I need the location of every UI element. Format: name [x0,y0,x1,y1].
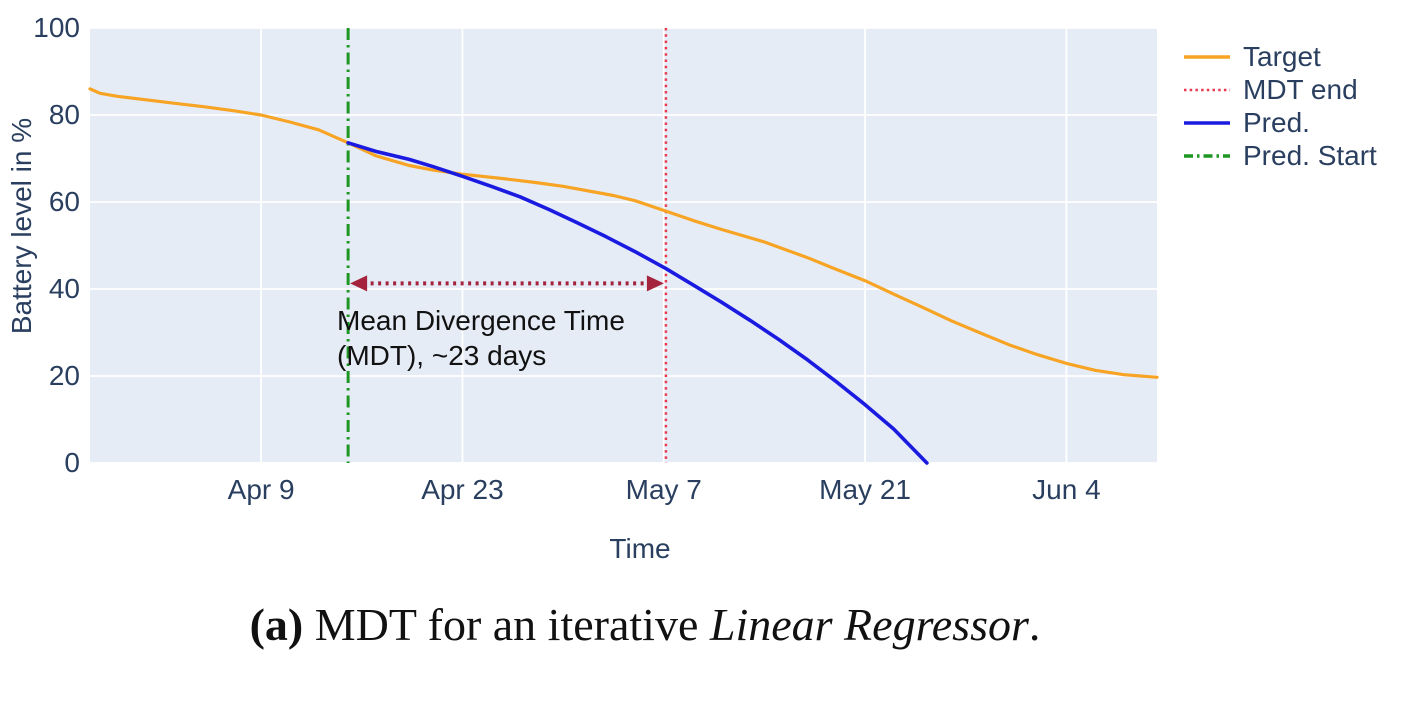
legend-item-pred-start: Pred. Start [1183,139,1377,172]
mdt-arrow-head-right [646,275,664,292]
y-tick-label: 0 [64,447,80,478]
y-tick-label: 20 [48,360,80,391]
mdt-arrow-head-left [350,275,368,292]
legend-item-pred-: Pred. [1183,106,1377,139]
pred-line [346,141,929,465]
y-tick-label: 60 [48,186,80,217]
legend-swatch [1184,54,1230,59]
caption-text: MDT for an iterative [303,599,710,650]
mdt-annotation: Mean Divergence Time (MDT), ~23 days [337,303,625,373]
legend-label: Pred. [1243,106,1310,138]
caption-italic-text: Linear Regressor [709,599,1029,650]
mdt-annotation-line2: (MDT), ~23 days [337,340,547,371]
x-tick-label: May 7 [625,474,702,505]
x-tick-label: Apr 9 [227,474,295,505]
mdt-annotation-line1: Mean Divergence Time [337,305,625,336]
legend: Target MDT end Pred. Pred. Start [1183,40,1377,172]
legend-label: Target [1243,40,1321,72]
target-line [88,87,1159,379]
caption-label: (a) [249,599,304,650]
legend-swatch [1184,88,1230,91]
x-axis-title: Time [609,533,671,564]
x-tick-label: Apr 23 [421,474,504,505]
legend-item-mdt-end: MDT end [1183,73,1377,106]
y-axis-title: Battery level in % [6,117,37,335]
legend-label: MDT end [1243,73,1358,105]
y-tick-label: 100 [33,12,80,43]
chart-canvas [88,27,1159,465]
legend-item-target: Target [1183,40,1377,73]
figure-caption: (a) MDT for an iterative Linear Regresso… [0,598,1290,651]
y-tick-label: 40 [48,273,80,304]
x-tick-label: Jun 4 [1032,474,1101,505]
legend-label: Pred. Start [1243,139,1377,171]
legend-swatch [1184,120,1230,125]
caption-period: . [1028,599,1041,650]
legend-swatch [1184,153,1230,158]
y-tick-label: 80 [48,99,80,130]
x-tick-label: May 21 [819,474,911,505]
